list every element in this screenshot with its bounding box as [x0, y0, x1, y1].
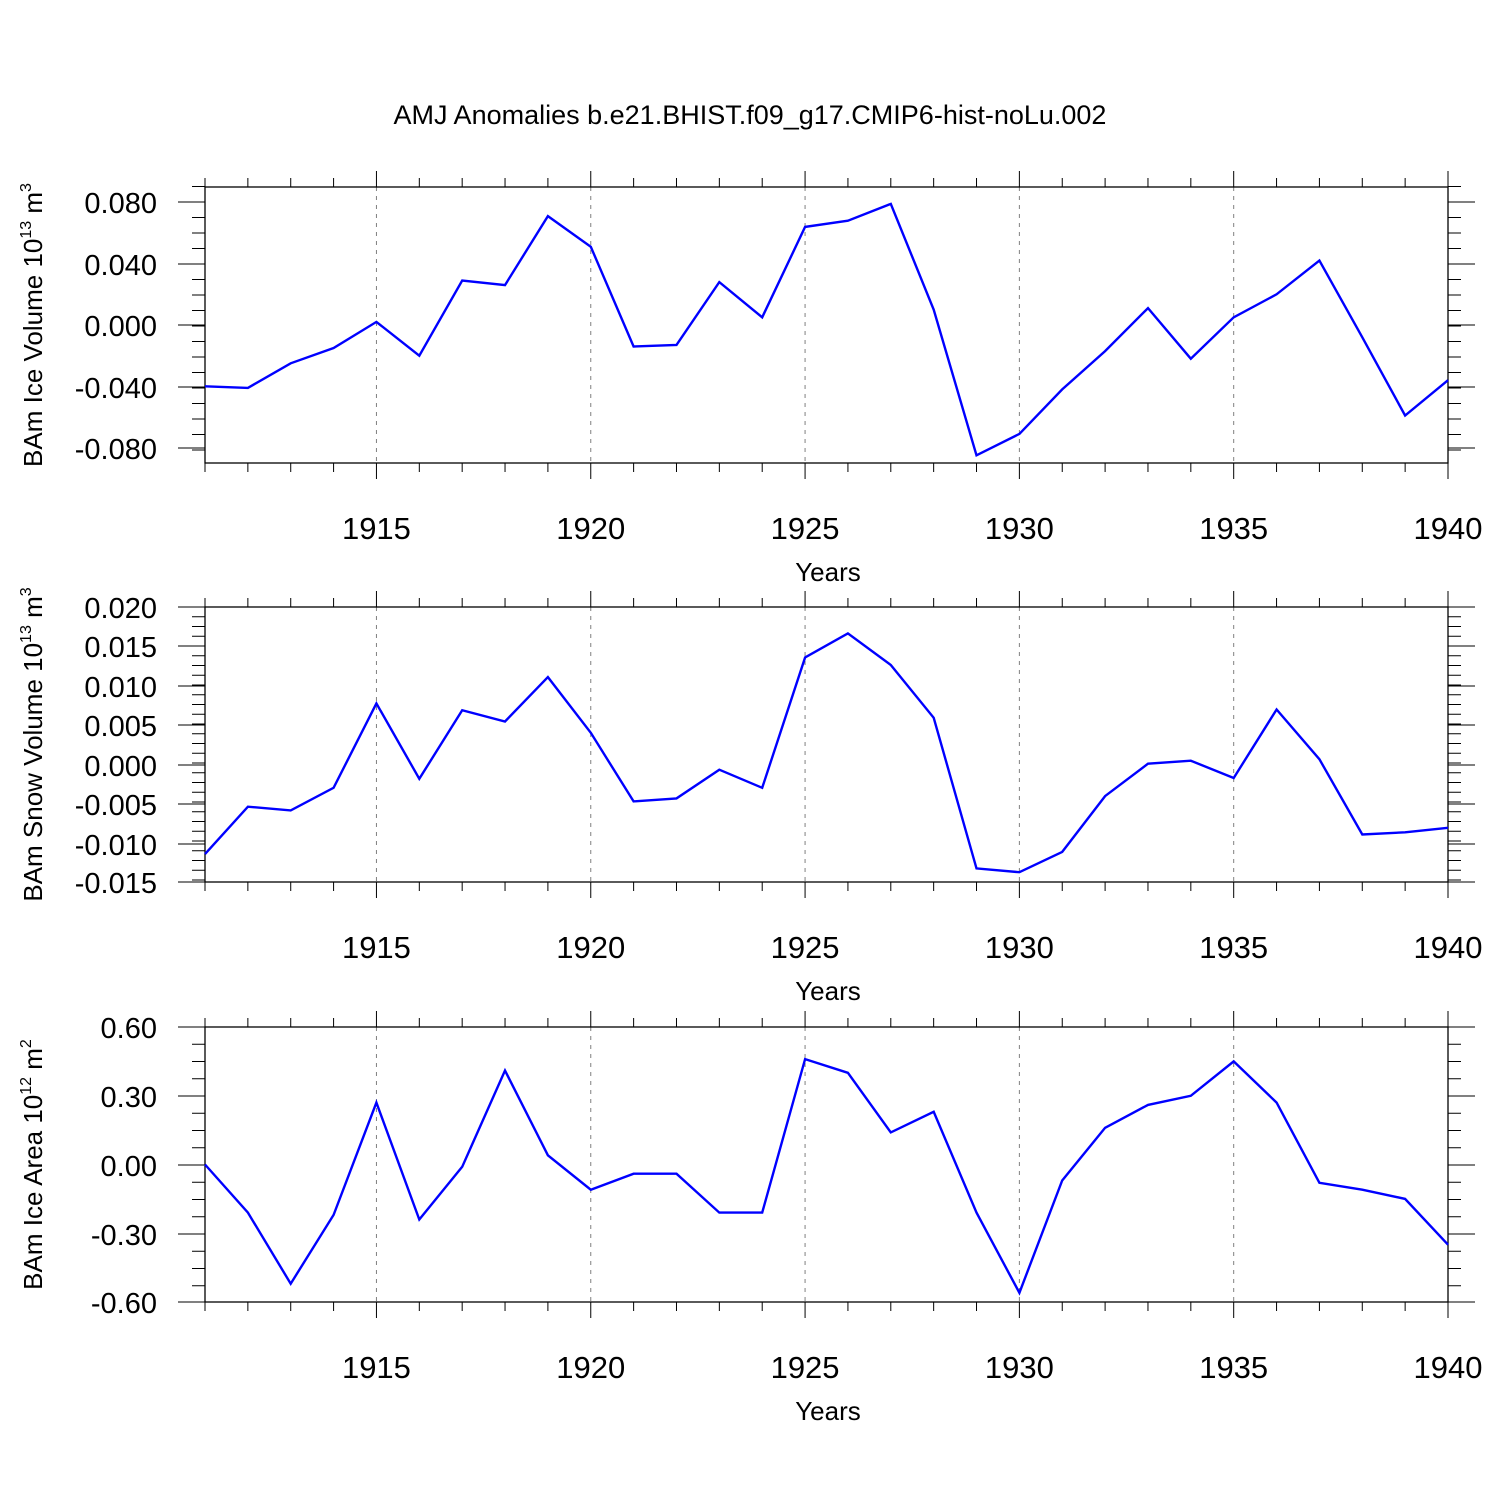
x-tick-label: 1925 [771, 1350, 840, 1385]
x-tick-label: 1930 [985, 930, 1054, 965]
y-axis-label-unit-exp: 3 [18, 587, 35, 596]
x-tick-label: 1940 [1414, 930, 1483, 965]
y-axis-label-unit-exp: 2 [18, 1039, 35, 1048]
y-axis-label: BAm Snow Volume 1013 m3 [18, 587, 48, 901]
y-tick-label: 0.00 [101, 1151, 157, 1183]
series-line [204, 631, 1449, 874]
x-tick-label: 1930 [985, 1350, 1054, 1385]
y-axis-label-unit: m [18, 1048, 48, 1077]
y-tick-label: 0.020 [84, 593, 157, 625]
y-axis-label-unit-exp: 3 [18, 183, 35, 192]
y-axis-label-text: BAm Snow Volume 10 [18, 643, 48, 902]
y-axis-label-unit: m [18, 192, 48, 221]
y-axis-label-text: BAm Ice Area 10 [18, 1095, 48, 1290]
y-tick-label: 0.30 [101, 1082, 157, 1114]
y-tick-label: -0.015 [75, 868, 157, 900]
x-tick-label: 1935 [1199, 930, 1268, 965]
y-tick-label: -0.005 [75, 790, 157, 822]
y-axis-label-exp: 13 [18, 625, 35, 643]
x-tick-label: 1920 [556, 511, 625, 546]
x-tick-label: 1920 [556, 1350, 625, 1385]
y-axis-label-unit: m [18, 596, 48, 625]
plot-frame [204, 1026, 1449, 1303]
y-tick-label: 0.080 [84, 188, 157, 220]
x-tick-label: 1940 [1414, 1350, 1483, 1385]
x-tick-label: 1915 [342, 511, 411, 546]
series-line [204, 202, 1449, 458]
y-axis-label-text: BAm Ice Volume 10 [18, 239, 48, 467]
x-tick-label: 1935 [1199, 1350, 1268, 1385]
y-tick-label: 0.040 [84, 250, 157, 282]
y-tick-label: -0.30 [91, 1220, 157, 1252]
y-axis-label: BAm Ice Volume 1013 m3 [18, 183, 48, 467]
y-tick-label: 0.005 [84, 711, 157, 743]
x-tick-label: 1925 [771, 930, 840, 965]
y-tick-label: 0.015 [84, 632, 157, 664]
y-tick-label: -0.080 [75, 434, 157, 466]
x-tick-label: 1915 [342, 930, 411, 965]
x-tick-label: 1920 [556, 930, 625, 965]
y-tick-label: 0.000 [84, 311, 157, 343]
series-line [204, 1057, 1449, 1296]
x-axis-label: Years [795, 1396, 861, 1426]
y-tick-label: 0.60 [101, 1013, 157, 1045]
x-tick-label: 1930 [985, 511, 1054, 546]
y-tick-label: -0.60 [91, 1288, 157, 1320]
plot-frame [204, 606, 1449, 883]
y-axis-label-exp: 12 [18, 1077, 35, 1095]
plot-frame [204, 186, 1449, 464]
panel-2: 0.020 0.015 0.010 0.005 0.000 -0.005 -0.010 -0.… [18, 587, 1482, 1006]
y-axis-label-exp: 13 [18, 221, 35, 239]
y-tick-label: 0.000 [84, 751, 157, 783]
y-tick-label: -0.010 [75, 830, 157, 862]
panel-1: 0.080 0.040 0.000 -0.040 -0.080 1915 1920 1925 1… [18, 171, 1482, 587]
x-tick-label: 1940 [1414, 511, 1483, 546]
y-axis-label: BAm Ice Area 1012 m2 [18, 1039, 48, 1290]
panel-3: 0.60 0.30 0.00 -0.30 -0.60 1915 1920 1925 1930 19… [18, 1011, 1482, 1426]
x-tick-label: 1935 [1199, 511, 1268, 546]
x-axis-label: Years [795, 557, 861, 587]
x-axis-label: Years [795, 976, 861, 1006]
figure-title: AMJ Anomalies b.e21.BHIST.f09_g17.CMIP6-… [394, 100, 1107, 130]
y-tick-label: -0.040 [75, 373, 157, 405]
x-tick-label: 1915 [342, 1350, 411, 1385]
x-tick-label: 1925 [771, 511, 840, 546]
y-tick-label: 0.010 [84, 672, 157, 704]
